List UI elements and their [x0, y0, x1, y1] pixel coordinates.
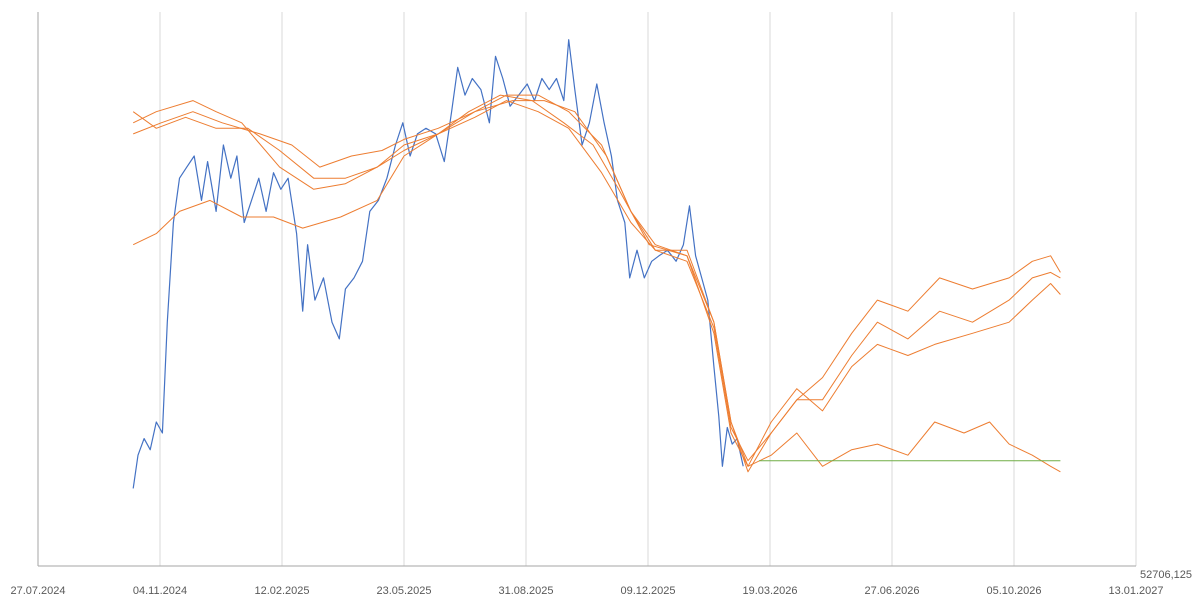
series-line — [132, 94, 1061, 467]
gridlines — [159, 12, 1137, 566]
axis-end-value-label: 52706,125 — [1140, 569, 1192, 581]
tick-labels: 27.07.2024 04.11.2024 12.02.2025 23.05.2025… — [10, 585, 1163, 597]
series-historical-0 — [132, 39, 744, 489]
axes — [37, 12, 1136, 567]
x-tick-label: 12.02.2025 — [254, 585, 309, 597]
x-tick-label: 27.06.2026 — [864, 585, 919, 597]
x-tick-label: 13.01.2027 — [1108, 585, 1163, 597]
x-tick-label: 05.10.2026 — [986, 585, 1041, 597]
series — [132, 39, 1061, 489]
series-forecast-3 — [133, 100, 1061, 473]
x-tick-label: 27.07.2024 — [10, 585, 65, 597]
series-line — [133, 100, 1061, 473]
series-forecast-1 — [132, 94, 1061, 473]
series-line — [132, 94, 1061, 473]
x-tick-label: 04.11.2024 — [133, 585, 187, 597]
series-line — [132, 39, 744, 489]
x-tick-label: 19.03.2026 — [742, 585, 797, 597]
series-line — [132, 100, 1061, 462]
x-tick-label: 23.05.2025 — [376, 585, 431, 597]
series-forecast-4 — [132, 100, 1061, 462]
x-tick-label: 31.08.2025 — [498, 585, 553, 597]
x-tick-label: 09.12.2025 — [620, 585, 675, 597]
series-forecast-2 — [132, 94, 1061, 467]
